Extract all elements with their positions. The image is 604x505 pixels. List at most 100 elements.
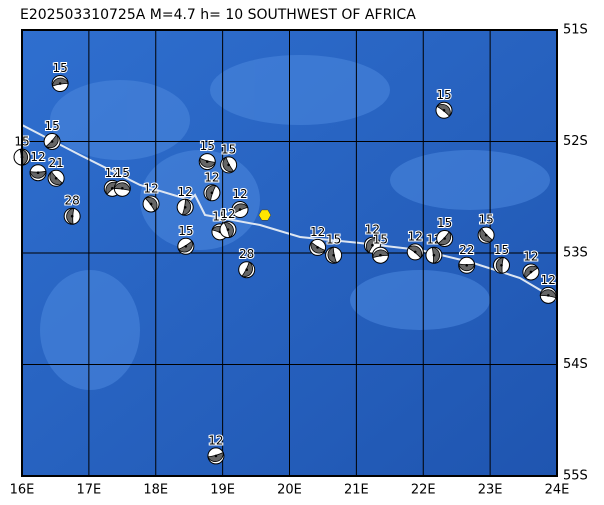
bathymetry [40, 55, 550, 390]
depth-label: 15 [52, 61, 67, 75]
epicenter [258, 209, 272, 221]
focal-mechanism [177, 237, 195, 255]
frame [21, 29, 558, 477]
title: E202503310725A M=4.7 h= 10 SOUTHWEST OF … [20, 7, 416, 23]
lon-tick-label: 24E [545, 483, 570, 498]
centroid [36, 171, 40, 175]
centroid [110, 187, 114, 190]
centroid [205, 160, 209, 163]
centroid [245, 268, 248, 272]
centroid [121, 187, 124, 190]
depth-label: 15 [115, 166, 130, 180]
focal-mechanism [63, 207, 81, 225]
depth-label: 21 [48, 156, 63, 170]
centroid [238, 208, 242, 211]
centroid [500, 263, 503, 267]
lon-tick-label: 19E [210, 483, 235, 498]
depth-label: 12 [178, 185, 193, 199]
centroid [183, 205, 187, 209]
compressional-quadrant [431, 246, 440, 264]
focal-mechanism [309, 238, 327, 256]
lat-tick-label: 52S [563, 134, 588, 149]
centroid [70, 214, 74, 218]
centroid [226, 228, 230, 231]
depth-label: 15 [478, 213, 493, 227]
depth-label: 12 [30, 150, 45, 164]
focal-mechanism [435, 101, 453, 119]
compressional-quadrant [539, 289, 557, 299]
compressional-quadrant [113, 182, 131, 192]
focal-mechanism [219, 221, 237, 239]
depth-label: 12 [541, 273, 556, 287]
compressional-quadrant [66, 207, 75, 225]
depth-label: 12 [523, 249, 538, 263]
centroid [443, 237, 446, 240]
centroid [484, 233, 488, 237]
depth-label: 15 [178, 224, 193, 238]
focal-mechanism [29, 164, 47, 182]
lon-tick-label: 21E [344, 483, 369, 498]
centroid [58, 82, 62, 85]
lon-tick-label: 23E [478, 483, 503, 498]
depth-label: 15 [373, 233, 388, 247]
centroid [210, 191, 214, 195]
lat-tick-label: 53S [563, 246, 588, 261]
centroid [442, 108, 446, 112]
depth-label: 15 [44, 119, 59, 133]
centroid [547, 294, 550, 297]
focal-mechanism [207, 447, 225, 465]
depth-label: 15 [221, 142, 236, 156]
depth-label: 28 [239, 247, 254, 261]
centroid [413, 250, 417, 254]
depth-label: 15 [200, 139, 215, 153]
depth-label: 28 [65, 194, 80, 208]
focal-mechanism [47, 169, 65, 187]
focal-mechanism [231, 201, 249, 219]
compressional-quadrant [181, 198, 192, 216]
centroid [529, 270, 533, 274]
focal-mechanism [325, 246, 343, 264]
depth-label: 15 [494, 243, 509, 257]
focal-mechanism [51, 75, 69, 93]
focal-mechanism [220, 156, 238, 174]
focal-mechanism [477, 226, 495, 244]
centroid [227, 163, 230, 167]
focal-mechanism [458, 256, 476, 274]
centroid [149, 202, 153, 206]
lon-tick-label: 18E [143, 483, 168, 498]
centroid [379, 253, 382, 257]
centroid [332, 253, 335, 257]
centroid [371, 243, 374, 247]
focal-mechanism [492, 256, 510, 274]
lat-tick-label: 55S [563, 469, 588, 484]
focal-mechanism [371, 246, 389, 264]
lat-tick-label: 51S [563, 23, 588, 38]
focal-mechanism [176, 198, 194, 216]
focal-mechanism [522, 263, 540, 281]
depth-label: 12 [365, 223, 380, 237]
depth-label: 15 [212, 209, 227, 223]
depth-label: 12 [204, 170, 219, 184]
centroid [432, 253, 436, 257]
depth-label: 15 [326, 233, 341, 247]
depth-label: 12 [105, 166, 120, 180]
centroid [465, 263, 469, 267]
lon-tick-label: 22E [411, 483, 436, 498]
depth-label: 12 [310, 225, 325, 239]
lon-tick-label: 17E [76, 483, 101, 498]
centroid [214, 454, 218, 458]
depth-label: 12 [143, 181, 158, 195]
compressional-quadrant [29, 170, 47, 179]
compressional-quadrant [52, 77, 69, 87]
depth-label: 15 [437, 216, 452, 230]
focal-mechanism [238, 261, 256, 279]
compressional-quadrant [327, 246, 338, 264]
focal-mechanism [406, 243, 424, 261]
centroid [50, 140, 54, 143]
depth-label: 22 [459, 243, 474, 257]
compressional-quadrant [458, 263, 476, 272]
depth-label: 12 [220, 207, 235, 221]
focal-mechanism [142, 195, 160, 213]
depth-label: 12 [208, 433, 223, 447]
focal-mechanism [113, 179, 131, 197]
